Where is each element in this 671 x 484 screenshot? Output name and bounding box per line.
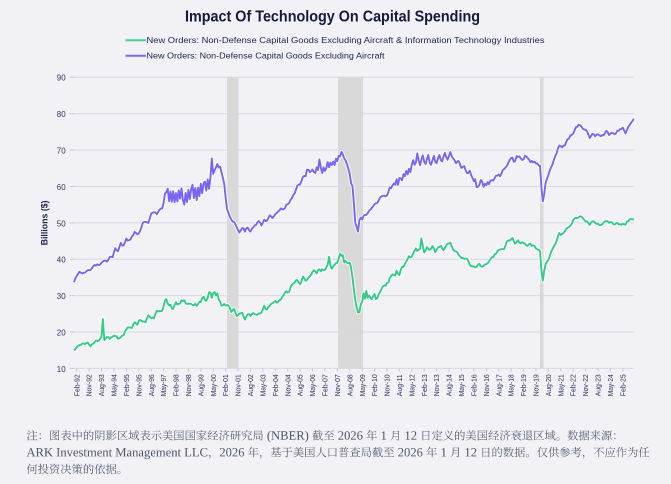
svg-text:May-09: May-09	[359, 374, 367, 396]
svg-text:50: 50	[57, 218, 66, 228]
svg-text:Feb-95: Feb-95	[123, 374, 131, 396]
svg-text:10: 10	[57, 364, 66, 374]
svg-text:40: 40	[57, 255, 66, 265]
svg-text:Aug-93: Aug-93	[98, 374, 106, 396]
svg-text:New Orders: Non-Defense Capita: New Orders: Non-Defense Capital Goods Ex…	[147, 51, 386, 61]
svg-text:Aug-99: Aug-99	[197, 374, 205, 396]
svg-text:May-12: May-12	[408, 374, 416, 396]
svg-text:Feb-22: Feb-22	[570, 374, 578, 396]
svg-text:Nov-22: Nov-22	[582, 374, 590, 396]
svg-text:60: 60	[57, 182, 66, 192]
svg-text:Nov-10: Nov-10	[384, 374, 392, 396]
svg-text:90: 90	[57, 73, 66, 83]
svg-text:May-06: May-06	[309, 374, 317, 396]
svg-text:Feb-25: Feb-25	[619, 374, 627, 396]
svg-text:May-00: May-00	[210, 374, 218, 396]
svg-text:Aug-02: Aug-02	[247, 374, 255, 396]
svg-text:Nov-92: Nov-92	[86, 374, 94, 396]
svg-text:Feb-19: Feb-19	[520, 374, 528, 396]
svg-text:May-94: May-94	[111, 374, 119, 396]
svg-text:Nov-19: Nov-19	[533, 374, 541, 396]
svg-text:Nov-04: Nov-04	[284, 374, 292, 396]
svg-text:May-03: May-03	[260, 374, 268, 396]
svg-text:Aug-96: Aug-96	[148, 374, 156, 396]
svg-text:Nov-98: Nov-98	[185, 374, 193, 396]
svg-text:May-97: May-97	[160, 374, 168, 396]
svg-text:Aug-17: Aug-17	[495, 374, 503, 396]
svg-text:Aug-23: Aug-23	[595, 374, 603, 396]
svg-text:Aug-20: Aug-20	[545, 374, 553, 396]
svg-text:May-24: May-24	[607, 374, 615, 396]
svg-text:Nov-95: Nov-95	[135, 374, 143, 396]
svg-text:20: 20	[57, 327, 66, 337]
svg-text:30: 30	[57, 291, 66, 301]
svg-text:Aug-05: Aug-05	[297, 374, 305, 396]
svg-text:Feb-07: Feb-07	[322, 374, 330, 396]
svg-text:May-15: May-15	[458, 374, 466, 396]
svg-text:Billions ($): Billions ($)	[39, 200, 49, 245]
svg-text:Nov-07: Nov-07	[334, 374, 342, 396]
svg-text:Feb-13: Feb-13	[421, 374, 429, 396]
svg-text:Nov-01: Nov-01	[235, 374, 243, 396]
svg-text:Feb-01: Feb-01	[222, 374, 230, 396]
svg-text:Feb-10: Feb-10	[371, 374, 379, 396]
svg-text:Aug-14: Aug-14	[446, 374, 454, 396]
svg-text:Feb-92: Feb-92	[73, 374, 81, 396]
svg-text:Aug-08: Aug-08	[346, 374, 354, 396]
svg-text:70: 70	[57, 146, 66, 156]
svg-text:Aug-11: Aug-11	[396, 374, 404, 396]
svg-text:Impact Of Technology On Capita: Impact Of Technology On Capital Spending	[185, 9, 480, 26]
svg-text:Nov-13: Nov-13	[433, 374, 441, 396]
svg-text:May-18: May-18	[508, 374, 516, 396]
svg-text:Feb-98: Feb-98	[173, 374, 181, 396]
svg-text:80: 80	[57, 109, 66, 119]
svg-text:Feb-04: Feb-04	[272, 374, 280, 396]
svg-text:New Orders: Non-Defense Capita: New Orders: Non-Defense Capital Goods Ex…	[147, 35, 545, 45]
svg-text:Feb-16: Feb-16	[471, 374, 479, 396]
svg-text:Nov-16: Nov-16	[483, 374, 491, 396]
svg-text:May-21: May-21	[557, 374, 565, 396]
